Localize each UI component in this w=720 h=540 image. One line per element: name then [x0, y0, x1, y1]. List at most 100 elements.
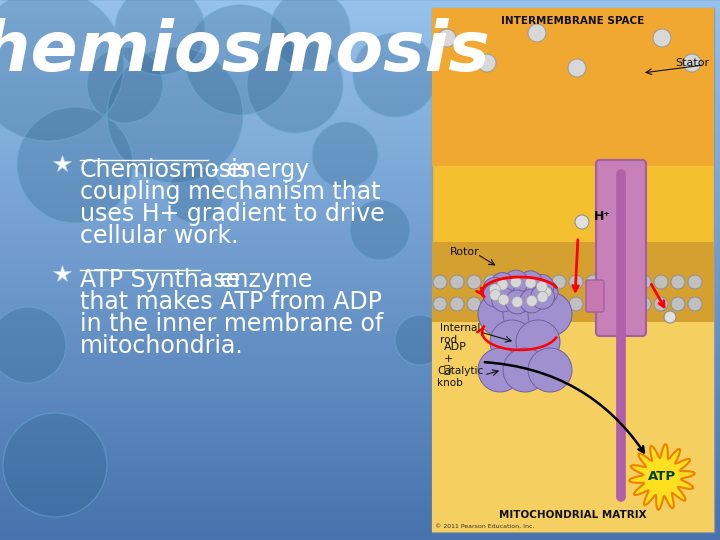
FancyBboxPatch shape: [432, 8, 714, 166]
Text: Chemiosmosis: Chemiosmosis: [80, 158, 251, 182]
Circle shape: [478, 348, 522, 392]
Circle shape: [484, 275, 498, 289]
Circle shape: [350, 200, 410, 260]
Circle shape: [654, 275, 668, 289]
Circle shape: [483, 283, 508, 307]
Circle shape: [433, 275, 447, 289]
Circle shape: [518, 297, 532, 311]
Circle shape: [185, 5, 295, 115]
Circle shape: [535, 297, 549, 311]
Circle shape: [484, 297, 498, 311]
Circle shape: [498, 294, 509, 305]
Text: MITOCHONDRIAL MATRIX: MITOCHONDRIAL MATRIX: [499, 510, 647, 520]
Text: that makes ATP from ADP: that makes ATP from ADP: [80, 290, 382, 314]
Text: - enzyme: - enzyme: [203, 268, 312, 292]
Text: INTERMEMBRANE SPACE: INTERMEMBRANE SPACE: [501, 16, 644, 26]
Circle shape: [637, 275, 651, 289]
Circle shape: [528, 292, 572, 336]
Circle shape: [526, 295, 537, 306]
Circle shape: [569, 275, 583, 289]
Circle shape: [467, 275, 481, 289]
Circle shape: [353, 33, 437, 117]
Circle shape: [87, 47, 163, 123]
Circle shape: [478, 54, 496, 72]
Circle shape: [603, 297, 617, 311]
Circle shape: [620, 275, 634, 289]
Text: ATP: ATP: [648, 470, 676, 483]
Text: cellular work.: cellular work.: [80, 224, 238, 248]
Circle shape: [501, 297, 515, 311]
Circle shape: [518, 275, 532, 289]
Circle shape: [516, 320, 560, 364]
Circle shape: [490, 320, 534, 364]
Circle shape: [688, 275, 702, 289]
Circle shape: [620, 297, 634, 311]
Text: Stator: Stator: [675, 58, 709, 68]
Text: coupling mechanism that: coupling mechanism that: [80, 180, 380, 204]
Circle shape: [534, 280, 558, 304]
Circle shape: [497, 279, 508, 290]
Circle shape: [653, 29, 671, 47]
Text: - energy: - energy: [211, 158, 310, 182]
Circle shape: [312, 122, 378, 188]
Text: Internal
rod: Internal rod: [440, 323, 480, 345]
Circle shape: [528, 24, 546, 42]
Circle shape: [492, 288, 516, 312]
Circle shape: [0, 0, 124, 141]
Circle shape: [688, 297, 702, 311]
Circle shape: [450, 297, 464, 311]
Circle shape: [115, 0, 205, 75]
Circle shape: [552, 297, 566, 311]
Circle shape: [395, 315, 445, 365]
Text: ADP
+
Ⓟᵢ: ADP + Ⓟᵢ: [444, 342, 467, 375]
Circle shape: [510, 276, 521, 288]
Text: ATP Synthase: ATP Synthase: [80, 268, 240, 292]
Circle shape: [671, 297, 685, 311]
Circle shape: [483, 278, 507, 301]
Circle shape: [528, 348, 572, 392]
Circle shape: [501, 275, 515, 289]
Text: mitochondria.: mitochondria.: [80, 334, 244, 358]
Circle shape: [467, 297, 481, 311]
Circle shape: [664, 311, 676, 323]
Circle shape: [3, 413, 107, 517]
Text: © 2011 Pearson Education, Inc.: © 2011 Pearson Education, Inc.: [435, 524, 534, 529]
Circle shape: [504, 270, 528, 294]
Circle shape: [530, 274, 554, 299]
Circle shape: [490, 273, 515, 296]
Circle shape: [433, 297, 447, 311]
Circle shape: [536, 281, 547, 292]
Circle shape: [541, 287, 552, 298]
Circle shape: [518, 271, 543, 295]
Circle shape: [569, 297, 583, 311]
Circle shape: [520, 289, 544, 313]
Circle shape: [512, 296, 523, 307]
Circle shape: [17, 107, 133, 223]
Text: H⁺: H⁺: [594, 211, 611, 224]
Circle shape: [683, 54, 701, 72]
FancyBboxPatch shape: [586, 280, 604, 312]
Circle shape: [535, 275, 549, 289]
Circle shape: [167, 167, 223, 223]
Circle shape: [438, 29, 456, 47]
Text: Chemiosmosis: Chemiosmosis: [0, 18, 490, 85]
Circle shape: [537, 292, 548, 302]
Circle shape: [637, 297, 651, 311]
Circle shape: [654, 297, 668, 311]
Polygon shape: [629, 444, 695, 510]
Circle shape: [586, 275, 600, 289]
Circle shape: [503, 348, 547, 392]
Circle shape: [671, 275, 685, 289]
FancyBboxPatch shape: [432, 242, 714, 322]
Text: uses H+ gradient to drive: uses H+ gradient to drive: [80, 202, 384, 226]
Circle shape: [552, 275, 566, 289]
Circle shape: [490, 284, 500, 295]
Circle shape: [270, 0, 350, 70]
Circle shape: [107, 47, 243, 183]
FancyBboxPatch shape: [432, 8, 714, 532]
Text: Rotor: Rotor: [450, 247, 480, 257]
Circle shape: [0, 307, 66, 383]
Circle shape: [586, 297, 600, 311]
Circle shape: [575, 215, 589, 229]
Text: Catalytic
knob: Catalytic knob: [437, 366, 483, 388]
